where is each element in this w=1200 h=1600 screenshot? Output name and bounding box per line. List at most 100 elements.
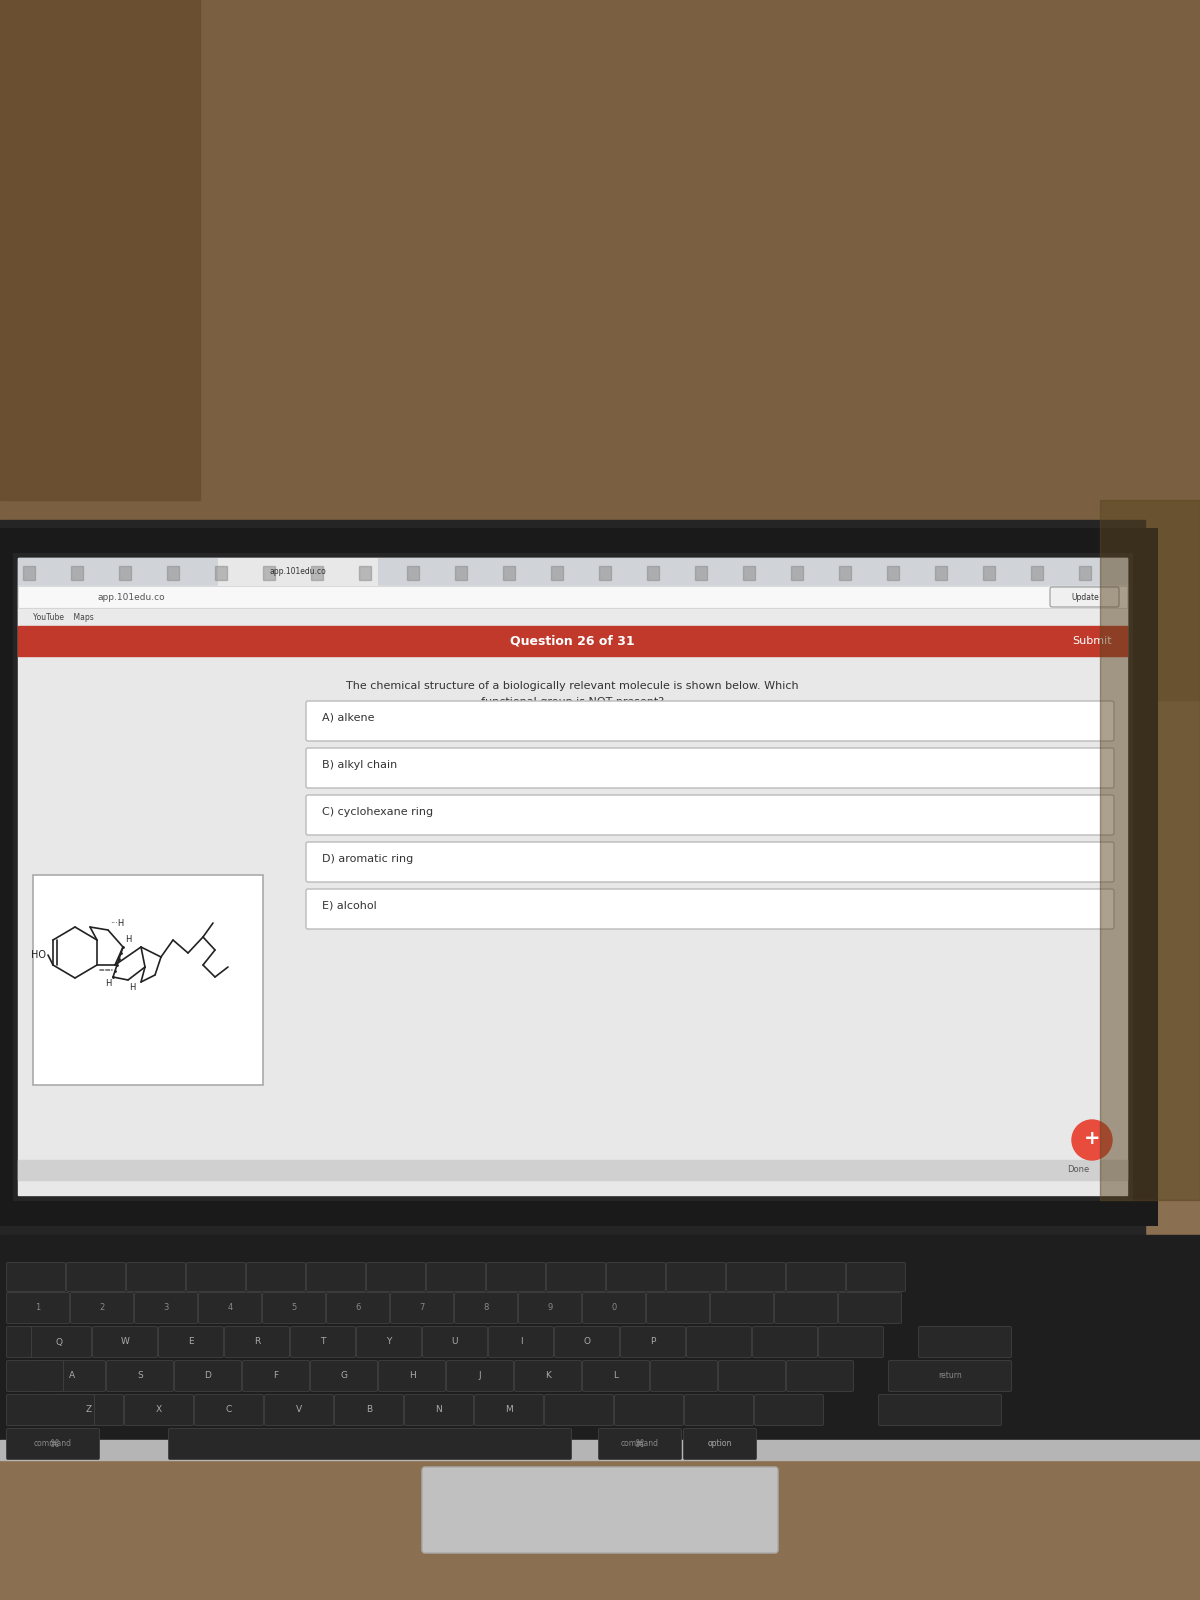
Bar (215, 566, 227, 579)
Bar (1100, 499, 1200, 1200)
FancyBboxPatch shape (486, 1262, 546, 1291)
FancyBboxPatch shape (518, 1293, 582, 1323)
FancyBboxPatch shape (666, 1262, 726, 1291)
FancyBboxPatch shape (311, 1360, 378, 1392)
FancyBboxPatch shape (786, 1360, 853, 1392)
Bar (18, 1160, 1127, 1181)
FancyBboxPatch shape (6, 1395, 95, 1426)
Text: A: A (68, 1371, 76, 1381)
FancyBboxPatch shape (107, 1360, 174, 1392)
Text: V: V (296, 1405, 302, 1414)
Text: 3: 3 (163, 1304, 169, 1312)
Text: +: + (1084, 1130, 1100, 1149)
Text: G: G (341, 1371, 348, 1381)
Bar (455, 566, 467, 579)
Text: M: M (505, 1405, 512, 1414)
Text: A) alkene: A) alkene (322, 714, 374, 723)
Text: YouTube    Maps: YouTube Maps (34, 613, 94, 621)
Bar (18, 586, 1127, 608)
Bar (0, 1235, 1200, 1450)
FancyBboxPatch shape (242, 1360, 310, 1392)
FancyBboxPatch shape (515, 1360, 582, 1392)
Bar (167, 566, 179, 579)
FancyBboxPatch shape (422, 1467, 778, 1554)
FancyBboxPatch shape (606, 1262, 666, 1291)
FancyBboxPatch shape (404, 1395, 474, 1426)
FancyBboxPatch shape (335, 1395, 403, 1426)
Bar (0, 520, 1145, 1235)
FancyBboxPatch shape (390, 1293, 454, 1323)
FancyBboxPatch shape (878, 1395, 1002, 1426)
FancyBboxPatch shape (194, 1395, 264, 1426)
FancyBboxPatch shape (218, 558, 378, 586)
Bar (34, 875, 263, 1085)
Text: Question 26 of 31: Question 26 of 31 (510, 635, 635, 648)
Bar (935, 566, 947, 579)
Text: 8: 8 (484, 1304, 488, 1312)
Text: ⌘: ⌘ (50, 1438, 60, 1450)
Bar (0, 1440, 1200, 1459)
Text: S: S (137, 1371, 143, 1381)
Bar (983, 566, 995, 579)
FancyBboxPatch shape (6, 1429, 100, 1459)
Text: H: H (125, 934, 131, 944)
FancyBboxPatch shape (378, 1360, 445, 1392)
FancyBboxPatch shape (306, 749, 1114, 787)
Bar (407, 566, 419, 579)
Text: F: F (274, 1371, 278, 1381)
Text: Q: Q (55, 1338, 62, 1347)
Bar (887, 566, 899, 579)
Text: functional group is NOT present?: functional group is NOT present? (481, 698, 664, 707)
FancyBboxPatch shape (6, 1262, 66, 1291)
Text: The chemical structure of a biologically relevant molecule is shown below. Which: The chemical structure of a biologically… (346, 682, 799, 691)
Bar (503, 566, 515, 579)
FancyBboxPatch shape (752, 1326, 817, 1357)
FancyBboxPatch shape (614, 1395, 684, 1426)
Bar (1031, 566, 1043, 579)
FancyBboxPatch shape (290, 1326, 355, 1357)
FancyBboxPatch shape (356, 1326, 421, 1357)
Text: Done: Done (1067, 1165, 1090, 1174)
Text: command: command (622, 1440, 659, 1448)
FancyBboxPatch shape (306, 701, 1114, 741)
Text: 6: 6 (355, 1304, 361, 1312)
Text: H: H (104, 979, 112, 987)
Text: 1: 1 (35, 1304, 41, 1312)
FancyBboxPatch shape (306, 890, 1114, 930)
Bar (23, 566, 35, 579)
Text: 7: 7 (419, 1304, 425, 1312)
Text: C) cyclohexane ring: C) cyclohexane ring (322, 806, 433, 818)
FancyBboxPatch shape (168, 1429, 571, 1459)
FancyBboxPatch shape (92, 1326, 157, 1357)
Text: D: D (204, 1371, 211, 1381)
Text: Submit: Submit (1073, 635, 1112, 646)
FancyBboxPatch shape (1050, 587, 1120, 606)
Text: W: W (120, 1338, 130, 1347)
Bar (599, 566, 611, 579)
Bar (18, 608, 1127, 626)
Bar (791, 566, 803, 579)
Bar (71, 566, 83, 579)
FancyBboxPatch shape (839, 1293, 901, 1323)
Text: I: I (520, 1338, 522, 1347)
FancyBboxPatch shape (888, 1360, 1012, 1392)
Text: H: H (130, 982, 136, 992)
FancyBboxPatch shape (786, 1262, 846, 1291)
Text: B) alkyl chain: B) alkyl chain (322, 760, 397, 770)
FancyBboxPatch shape (918, 1326, 1012, 1357)
Text: U: U (451, 1338, 458, 1347)
Circle shape (1072, 1120, 1112, 1160)
FancyBboxPatch shape (54, 1395, 124, 1426)
Text: command: command (34, 1440, 72, 1448)
FancyBboxPatch shape (326, 1293, 390, 1323)
Text: 0: 0 (611, 1304, 617, 1312)
FancyBboxPatch shape (158, 1326, 223, 1357)
FancyBboxPatch shape (647, 1293, 709, 1323)
Text: N: N (436, 1405, 443, 1414)
FancyBboxPatch shape (263, 1293, 325, 1323)
FancyBboxPatch shape (554, 1326, 619, 1357)
FancyBboxPatch shape (545, 1395, 613, 1426)
Text: O: O (583, 1338, 590, 1347)
FancyBboxPatch shape (446, 1360, 514, 1392)
Text: R: R (254, 1338, 260, 1347)
